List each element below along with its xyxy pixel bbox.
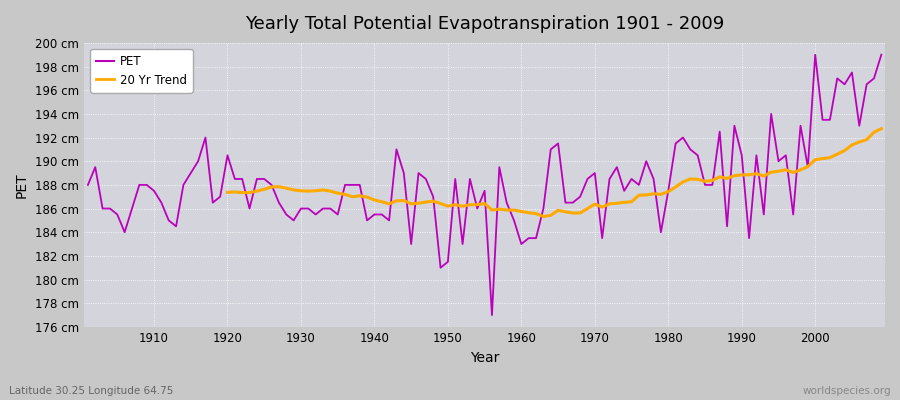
- Y-axis label: PET: PET: [15, 172, 29, 198]
- Title: Yearly Total Potential Evapotranspiration 1901 - 2009: Yearly Total Potential Evapotranspiratio…: [245, 15, 724, 33]
- X-axis label: Year: Year: [470, 351, 500, 365]
- Text: worldspecies.org: worldspecies.org: [803, 386, 891, 396]
- Text: Latitude 30.25 Longitude 64.75: Latitude 30.25 Longitude 64.75: [9, 386, 174, 396]
- Legend: PET, 20 Yr Trend: PET, 20 Yr Trend: [90, 49, 193, 92]
